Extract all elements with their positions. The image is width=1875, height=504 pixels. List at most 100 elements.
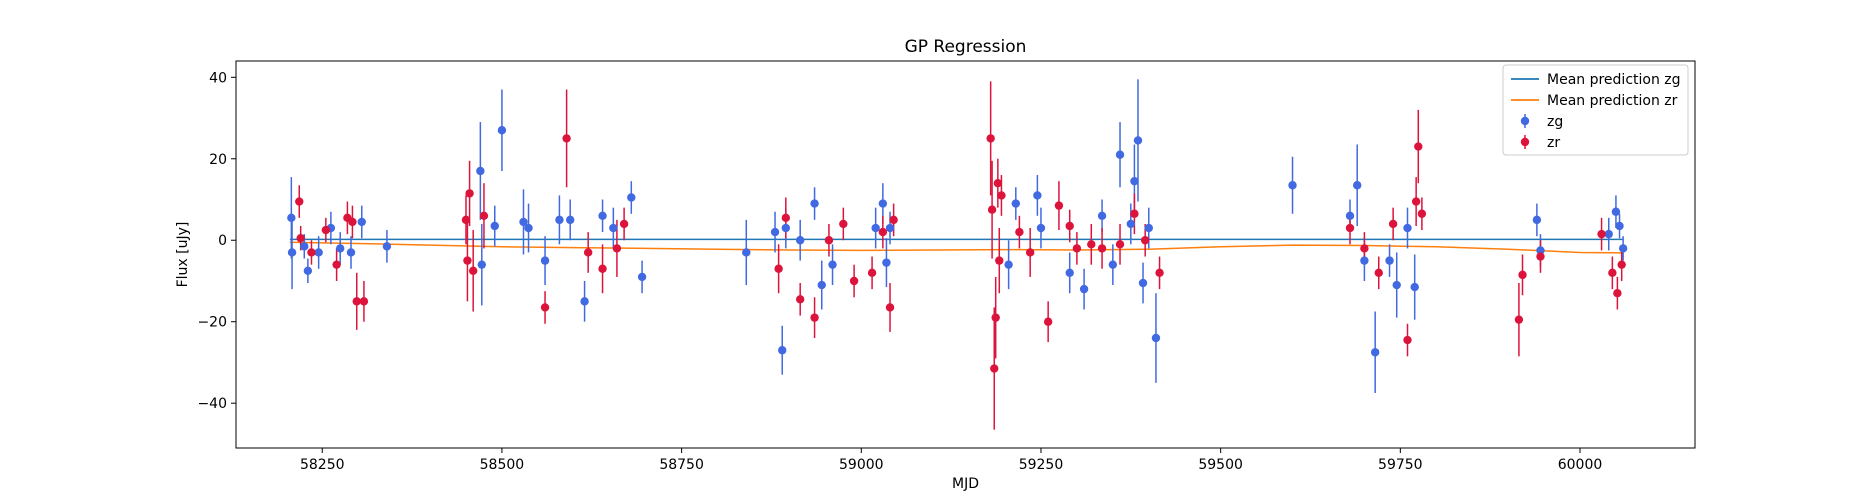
y-tick-label: −40 [197,396,227,412]
point-zr [774,264,783,273]
point-zg [637,272,647,282]
chart-legend: Mean prediction zg Mean prediction zr zg zr [1502,64,1689,156]
point-zr [612,244,622,253]
plot-area [235,60,1696,449]
point-zg [770,227,780,237]
point-zg [524,223,533,233]
point-zr [1072,244,1082,253]
point-zr [867,268,877,278]
chart-title: GP Regression [905,37,1027,57]
point-zg [828,260,837,269]
point-zg [1151,333,1161,343]
legend-entry-label: zr [1547,135,1560,151]
point-zr [1155,268,1164,278]
point-zg [1133,136,1143,145]
point-zg [580,297,589,306]
point-zg [476,166,485,176]
point-zg [871,223,880,233]
point-zr [810,313,819,322]
point-zg [1618,244,1628,253]
point-zr [1130,209,1139,218]
point-zg [303,266,313,275]
point-zr [986,134,995,143]
x-tick-label: 58500 [480,457,525,473]
point-zg [885,223,895,233]
point-zr [1025,248,1035,257]
point-zr [795,295,805,304]
legend-entry-label: zg [1547,114,1563,130]
point-zr [1597,229,1606,239]
point-zg [1011,199,1021,208]
point-zr [781,213,791,223]
point-zr [1518,270,1527,280]
point-zg [519,217,528,227]
point-zg [598,211,607,220]
point-zg [1130,176,1139,186]
x-tick-label: 59750 [1378,457,1423,473]
legend-entry-label: Mean prediction zg [1547,72,1681,88]
point-zr [583,248,593,257]
point-zg [781,223,791,233]
point-zg [1004,260,1013,269]
point-zg [1615,221,1624,231]
point-zr [849,276,859,286]
point-zg [1345,211,1355,220]
point-zr [1411,197,1421,206]
point-zr [1414,142,1423,151]
point-zg [1370,348,1380,357]
x-axis-label: MJD [952,476,979,492]
point-zg [1036,223,1046,233]
point-zg [1353,181,1362,190]
point-zr [885,303,895,312]
point-zr [540,303,550,312]
point-zr [839,219,848,229]
point-zg [795,236,805,245]
point-zg [497,126,507,135]
point-zg [882,258,891,267]
point-zr [468,266,478,275]
point-zg [1385,256,1394,265]
legend-point-swatch [1520,116,1530,126]
point-zr [295,197,304,206]
point-zg [810,199,819,208]
point-zr [348,217,357,227]
point-zg [1097,211,1107,220]
point-zg [627,193,636,202]
point-zg [287,213,296,223]
legend-point-swatch [1520,137,1530,147]
x-tick-label: 59000 [839,457,884,473]
point-zg [878,199,888,208]
point-zr [332,260,341,269]
series-line-zr [289,241,1624,254]
point-zg [1126,219,1136,229]
point-zg [314,248,323,257]
point-zg [1410,282,1419,292]
point-zg [1532,215,1542,225]
point-zg [1115,150,1125,159]
y-tick-label: 20 [209,152,227,168]
point-zg [1403,223,1412,233]
point-zg [1611,207,1621,216]
point-zr [824,236,834,245]
x-tick-label: 59250 [1019,457,1064,473]
point-zr [1087,240,1096,249]
point-zr [990,364,999,373]
y-tick-label: 0 [218,233,227,249]
point-zg [742,248,751,257]
point-zr [1345,223,1355,233]
point-zg [490,221,499,231]
point-zr [878,227,888,237]
point-zg [817,280,826,290]
point-zg [1288,181,1297,190]
point-zr [359,297,369,306]
y-tick-label: 40 [209,70,227,86]
point-zr [598,264,607,273]
point-zr [307,248,316,257]
point-zg [1144,223,1153,233]
point-zg [540,256,550,265]
point-zr [1043,317,1053,326]
point-zg [346,248,356,257]
point-zg [287,248,297,257]
point-zr [1065,221,1074,231]
